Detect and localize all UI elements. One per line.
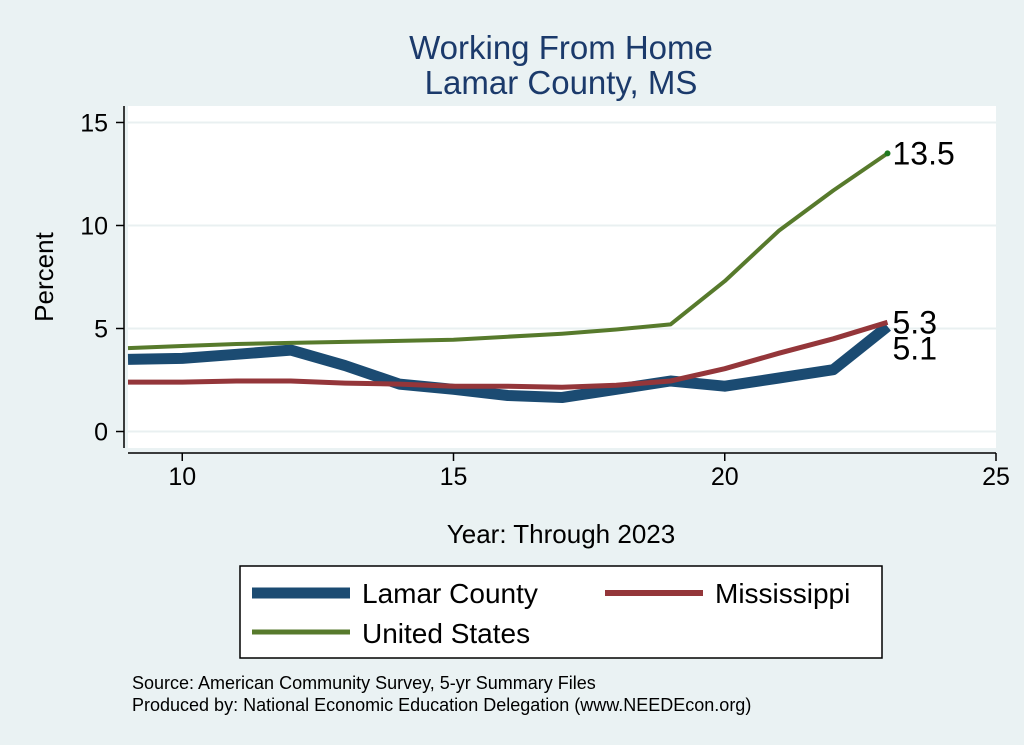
united-states-end-point <box>884 150 891 157</box>
y-tick-label-15: 15 <box>80 109 108 137</box>
x-tick-label-25: 25 <box>982 463 1010 491</box>
series-line-mississippi <box>128 319 889 390</box>
ticks: 0 5 10 15 10 15 20 25 <box>80 109 1010 491</box>
series-lines <box>127 150 891 403</box>
plot-area <box>128 106 996 448</box>
series-line-united-states <box>127 151 889 351</box>
legend: Lamar County Mississippi United States <box>239 565 883 659</box>
legend-label-mississippi: Mississippi <box>715 578 850 609</box>
x-axis-label: Year: Through 2023 <box>447 519 675 549</box>
x-tick-label-10: 10 <box>168 463 196 491</box>
source-note: Source: American Community Survey, 5-yr … <box>132 673 596 693</box>
y-tick-label-5: 5 <box>94 316 108 344</box>
series-line-lamar-county <box>127 322 891 403</box>
end-label-mississippi: 5.3 <box>893 304 937 340</box>
x-tick-label-15: 15 <box>440 463 468 491</box>
end-labels: 5.15.3 13.5 <box>893 135 955 366</box>
gridlines <box>128 121 996 433</box>
end-label-lamar-county: 5.1 <box>893 330 937 366</box>
y-tick-label-10: 10 <box>80 212 108 240</box>
end-label-united-states: 13.5 <box>893 135 955 171</box>
x-tick-label-20: 20 <box>711 463 739 491</box>
legend-label-united-states: United States <box>362 618 530 649</box>
y-tick-label-0: 0 <box>94 419 108 447</box>
chart-title-line2: Lamar County, MS <box>425 64 698 101</box>
y-axis-label: Percent <box>29 231 59 321</box>
legend-box <box>239 565 883 659</box>
axes <box>123 106 996 454</box>
legend-label-lamar-county: Lamar County <box>362 578 538 609</box>
producer-note: Produced by: National Economic Education… <box>132 695 751 715</box>
chart-title-line1: Working From Home <box>409 29 713 66</box>
